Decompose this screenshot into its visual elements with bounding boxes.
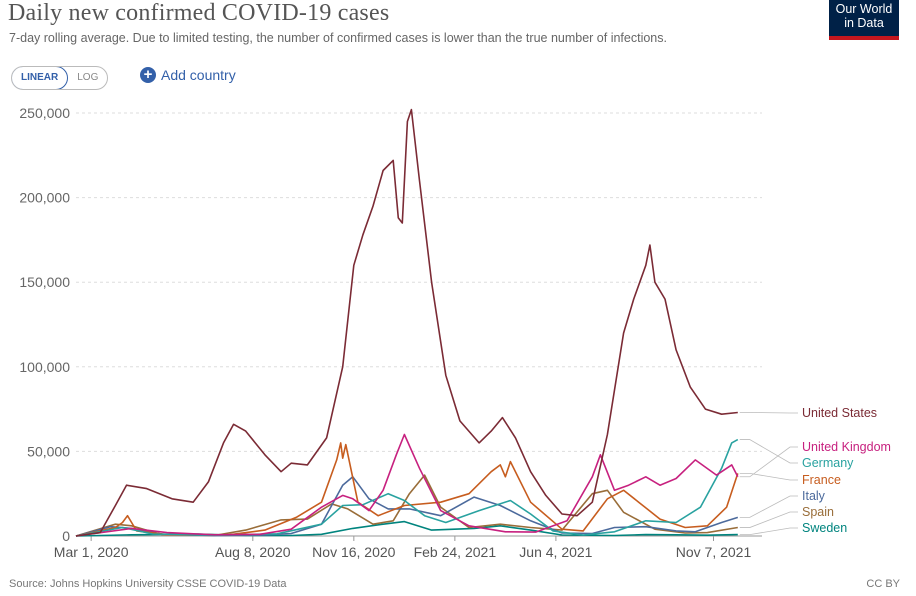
y-tick-label: 50,000 xyxy=(27,443,70,459)
legend-label-united-states: United States xyxy=(802,406,877,420)
owid-logo[interactable]: Our World in Data xyxy=(829,0,899,40)
legend-label-italy: Italy xyxy=(802,489,826,503)
legend-connector xyxy=(739,527,798,536)
add-country-button[interactable]: + Add country xyxy=(140,67,236,83)
legend-label-germany: Germany xyxy=(802,456,854,470)
plus-circle-icon: + xyxy=(140,67,156,83)
grid-lines xyxy=(76,112,762,537)
logo-line-1: Our World xyxy=(835,2,893,16)
x-tick-label: Nov 16, 2020 xyxy=(312,544,395,560)
logo-line-2: in Data xyxy=(844,16,884,30)
legend-label-france: France xyxy=(802,473,841,487)
x-tick-label: Nov 7, 2021 xyxy=(676,544,752,560)
legend-label-sweden: Sweden xyxy=(802,521,847,535)
x-tick-label: Feb 24, 2021 xyxy=(414,544,497,560)
legend-label-united-kingdom: United Kingdom xyxy=(802,440,891,454)
y-tick-label: 250,000 xyxy=(19,105,70,121)
legend-connector xyxy=(739,511,798,528)
x-tick-label: Jun 4, 2021 xyxy=(519,544,592,560)
y-tick-label: 150,000 xyxy=(19,274,70,290)
series-line-united-kingdom xyxy=(75,433,739,537)
legend-connector xyxy=(739,446,798,478)
legend-connector xyxy=(739,495,798,518)
legend-label-spain: Spain xyxy=(802,505,834,519)
legend-connector xyxy=(739,412,798,414)
y-tick-label: 100,000 xyxy=(19,359,70,375)
chart-title: Daily new confirmed COVID-19 cases xyxy=(8,0,390,26)
chart-subtitle: 7-day rolling average. Due to limited te… xyxy=(9,31,667,45)
series-line-united-states xyxy=(75,108,738,537)
y-tick-label: 200,000 xyxy=(19,190,70,206)
log-scale-button[interactable]: LOG xyxy=(77,72,99,83)
x-tick-label: Aug 8, 2020 xyxy=(215,544,291,560)
x-axis: Mar 1, 2020 Aug 8, 2020 Nov 16, 2020 Feb 24… xyxy=(54,536,752,560)
series-line-germany xyxy=(75,438,739,537)
series-line-italy xyxy=(75,476,739,537)
legend-connector xyxy=(739,472,798,481)
source-note[interactable]: Source: Johns Hopkins University CSSE CO… xyxy=(9,578,287,590)
add-country-label: Add country xyxy=(161,67,236,83)
x-tick-label: Mar 1, 2020 xyxy=(54,544,129,560)
license-note[interactable]: CC BY xyxy=(866,578,900,590)
legend-connector xyxy=(739,439,798,464)
series-lines xyxy=(75,108,739,537)
y-axis: 0 50,000 100,000 150,000 200,000 250,000 xyxy=(19,105,70,544)
y-tick-label: 0 xyxy=(62,528,70,544)
linear-scale-button[interactable]: LINEAR xyxy=(12,67,69,89)
legend: United States United Kingdom Germany France… xyxy=(739,406,891,536)
scale-toggle[interactable]: LINEAR LOG xyxy=(11,66,109,90)
